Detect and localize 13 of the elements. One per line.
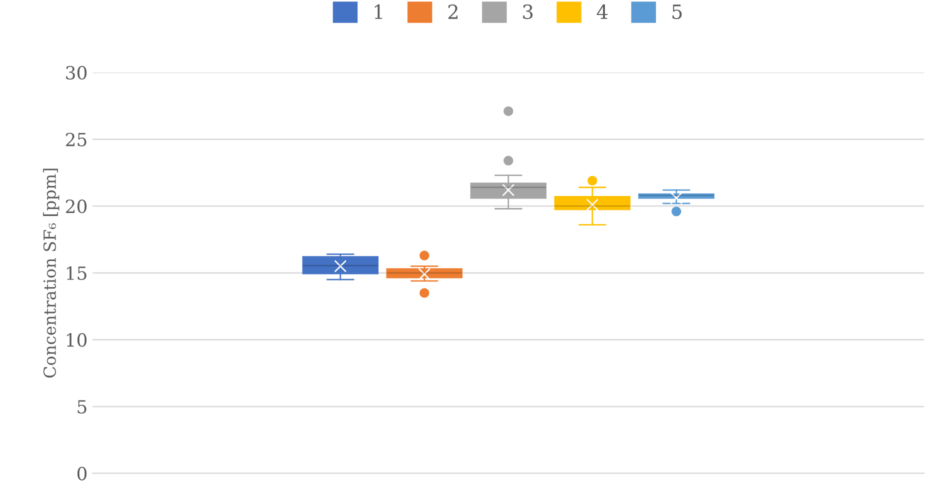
y-tick-label: 30 [66,66,87,80]
legend-label: 5 [672,4,682,20]
y-tick-label: 20 [66,200,87,214]
y-tick-label: 5 [78,400,86,414]
legend-label: 1 [374,4,382,19]
y-tick-label: 0 [77,466,87,480]
legend-label: 4 [596,4,608,19]
legend-label: 2 [448,4,458,19]
y-tick-label: 10 [66,333,87,347]
legend-label: 3 [523,4,533,20]
y-tick-label: 15 [66,266,86,280]
y-axis-title: Concentration SF₆ [ppm] [43,168,60,378]
y-tick-label: 25 [66,132,86,146]
